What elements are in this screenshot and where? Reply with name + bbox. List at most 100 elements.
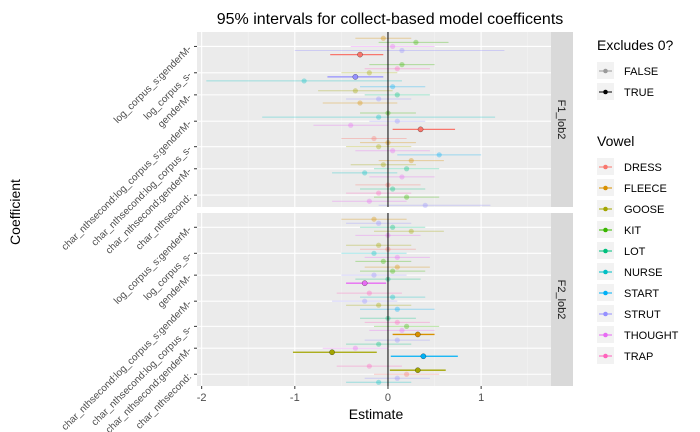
legend-key-vowel-nurse [597, 263, 614, 280]
legend-title-vowel: Vowel [597, 133, 634, 149]
legend-label: STRUT [624, 309, 661, 321]
legend-key-point [603, 311, 608, 317]
point-thought [348, 122, 354, 128]
point-trap [366, 363, 372, 369]
point-nurse [390, 294, 396, 300]
point-kit [380, 258, 386, 264]
legend-key-point [603, 164, 608, 170]
point-kit [404, 194, 410, 200]
point-thought [390, 148, 396, 154]
panel-background [197, 213, 551, 386]
legend-key-point [603, 248, 608, 254]
point-strut [394, 337, 400, 343]
point-fleece [408, 158, 414, 164]
point-goose [380, 162, 386, 168]
legend-label: THOUGHT [624, 330, 679, 342]
legend-label: FALSE [624, 66, 658, 78]
point-goose [414, 367, 421, 374]
point-trap [394, 66, 400, 72]
point-nurse [301, 78, 307, 84]
point-lot [390, 224, 396, 230]
point-start [390, 84, 396, 90]
point-lot [390, 186, 396, 192]
point-dress [371, 135, 377, 142]
point-start [436, 152, 442, 158]
point-strut [376, 96, 382, 102]
facet-panels: char_nthsecond:char_nthsecond:genderM-ch… [60, 32, 573, 432]
point-trap [394, 319, 400, 325]
y-tick-label: char_nthsecond:log_corpus_s- [90, 324, 194, 428]
legend-label: LOT [624, 246, 646, 258]
point-thought [352, 345, 358, 351]
legend-key-point [603, 353, 608, 359]
legend-key-vowel-strut [597, 305, 614, 322]
legend-label: FLEECE [624, 183, 667, 195]
point-kit [413, 39, 419, 45]
x-axis-title: Estimate [349, 406, 404, 422]
point-thought [390, 43, 396, 50]
legend-key-point [603, 185, 608, 191]
point-goose [352, 88, 358, 94]
legend-vowel: Vowel DRESS FLEECE GOOSE KIT LOT NURSE START STR… [597, 133, 679, 364]
legend-key-point [603, 206, 608, 212]
point-strut [371, 272, 377, 278]
point-lot [394, 92, 400, 98]
x-tick-label: -2 [197, 392, 207, 404]
legend-label: TRUE [624, 87, 654, 99]
point-lot [404, 166, 410, 172]
point-strut [362, 298, 368, 304]
panel-background [197, 32, 551, 207]
legend-title-excludes: Excludes 0? [597, 37, 673, 53]
y-axis-title: Coefficient [7, 179, 23, 245]
point-goose [408, 228, 414, 234]
legend-label: DRESS [624, 162, 662, 174]
point-nurse [376, 379, 382, 385]
point-dress [404, 371, 410, 377]
legend-label: GOOSE [624, 204, 664, 216]
point-fleece [357, 100, 363, 106]
legend-key-excludes-false [597, 62, 614, 79]
point-strut [376, 220, 382, 226]
point-goose [376, 242, 382, 248]
point-trap [366, 290, 372, 296]
facet-strip [551, 213, 573, 386]
legend-key-point [603, 68, 608, 74]
point-strut [422, 202, 428, 208]
point-fleece [371, 216, 377, 222]
point-start [394, 306, 400, 312]
legend-excludes: Excludes 0? FALSE TRUE [597, 37, 673, 100]
point-thought [394, 254, 400, 260]
point-trap [376, 190, 382, 196]
point-nurse [362, 170, 368, 176]
point-thought [399, 327, 405, 334]
point-fleece [394, 264, 400, 270]
legend-key-point [603, 227, 608, 233]
point-kit [390, 268, 396, 274]
legend-key-vowel-start [597, 284, 614, 301]
point-fleece [414, 331, 421, 338]
chart-title: 95% intervals for collect-based model co… [217, 11, 564, 28]
legend-key-point [603, 89, 608, 95]
legend-key-point [603, 290, 608, 296]
point-fleece [380, 35, 386, 41]
legend-key-point [603, 269, 608, 275]
point-nurse [376, 114, 382, 120]
point-goose [376, 144, 382, 150]
point-dress [357, 51, 363, 58]
point-start [420, 353, 427, 360]
point-strut [394, 118, 400, 124]
point-nurse [371, 250, 377, 256]
point-thought [366, 198, 372, 204]
legend-key-vowel-lot [597, 242, 614, 259]
legend-key-vowel-goose [597, 200, 614, 217]
x-axis: -2 -1 0 1 [197, 386, 484, 404]
legend-label: NURSE [624, 267, 663, 279]
point-dress [417, 126, 424, 133]
legend-key-vowel-trap [597, 347, 614, 364]
legend-label: START [624, 288, 659, 300]
legend-key-vowel-kit [597, 221, 614, 238]
point-kit [404, 323, 410, 329]
x-tick-label: 1 [478, 392, 484, 404]
legend-key-vowel-fleece [597, 179, 614, 196]
